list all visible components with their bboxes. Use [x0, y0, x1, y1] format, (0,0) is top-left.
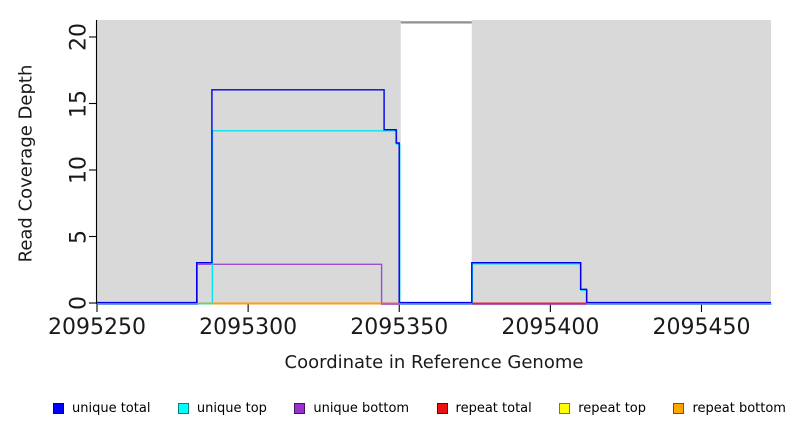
x-tick-label: 2095300 [199, 315, 298, 340]
legend-item-repeat-bottom: repeat bottom [673, 401, 786, 416]
legend-label: unique top [196, 400, 267, 416]
legend-swatch-icon [53, 402, 64, 414]
x-axis-title: Coordinate in Reference Genome [284, 352, 584, 373]
legend-swatch-icon [559, 402, 571, 414]
legend-label: repeat total [455, 400, 532, 416]
n-gap-band [400, 19, 472, 304]
legend: unique total unique top unique bottom repea… [53, 396, 786, 420]
y-tick-label: 20 [66, 23, 92, 51]
legend-item-unique-bottom: unique bottom [294, 401, 409, 416]
legend-swatch-icon [673, 402, 685, 414]
y-tick-label: 5 [66, 229, 92, 244]
legend-swatch-icon [294, 402, 306, 414]
legend-item-repeat-top: repeat top [559, 401, 646, 416]
y-tick-label: 15 [66, 89, 92, 118]
series-unique-total [97, 89, 771, 304]
y-axis-title: Read Coverage Depth [15, 64, 37, 263]
legend-label: repeat bottom [692, 400, 786, 416]
legend-item-unique-total: unique total [53, 401, 150, 416]
legend-item-unique-top: unique top [177, 400, 267, 416]
legend-label: unique total [72, 400, 151, 416]
legend-label: repeat top [578, 400, 646, 416]
legend-swatch-icon [177, 402, 189, 414]
legend-swatch-icon [436, 402, 448, 414]
x-tick-label: 2095350 [350, 315, 449, 340]
legend-label: unique bottom [313, 400, 410, 416]
x-tick-label: 2095450 [652, 315, 751, 340]
x-tick-label: 2095400 [501, 315, 600, 340]
y-tick-label: 10 [66, 156, 92, 184]
legend-item-repeat-total: repeat total [436, 400, 532, 416]
x-tick-label: 2095250 [48, 315, 146, 340]
y-tick-label: 0 [66, 296, 92, 310]
